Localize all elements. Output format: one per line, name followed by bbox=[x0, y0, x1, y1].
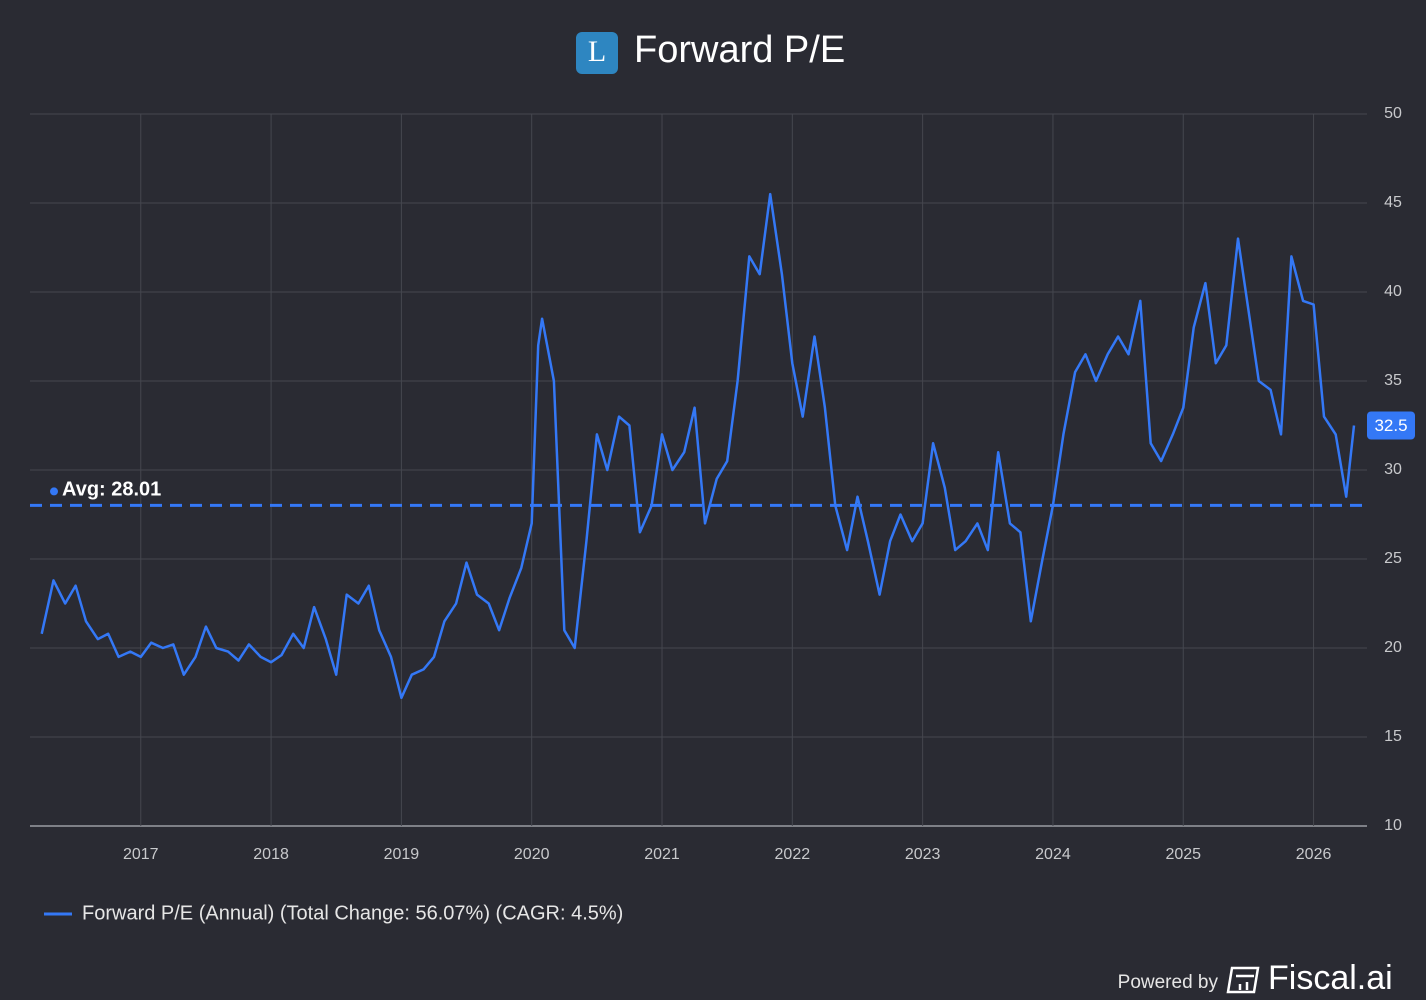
y-tick-label: 50 bbox=[1384, 105, 1402, 122]
x-tick-label: 2025 bbox=[1165, 846, 1201, 863]
y-tick-label: 15 bbox=[1384, 728, 1402, 745]
chart-title: Forward P/E bbox=[634, 29, 845, 71]
y-tick-label: 35 bbox=[1384, 372, 1402, 389]
y-tick-label: 25 bbox=[1384, 550, 1402, 567]
y-tick-label: 20 bbox=[1384, 639, 1402, 656]
logo bbox=[576, 32, 618, 74]
legend-label: Forward P/E (Annual) (Total Change: 56.0… bbox=[82, 902, 623, 924]
x-tick-label: 2018 bbox=[253, 846, 289, 863]
y-tick-label: 45 bbox=[1384, 194, 1402, 211]
x-tick-label: 2019 bbox=[384, 846, 420, 863]
x-tick-label: 2017 bbox=[123, 846, 159, 863]
powered-by: Powered by bbox=[1118, 972, 1219, 993]
x-tick-label: 2023 bbox=[905, 846, 941, 863]
brand-icon bbox=[1226, 966, 1260, 994]
logo-letter: L bbox=[588, 35, 606, 68]
last-value-label: 32.5 bbox=[1374, 416, 1407, 435]
y-tick-label: 40 bbox=[1384, 283, 1402, 300]
average-dot bbox=[50, 487, 58, 496]
x-tick-label: 2024 bbox=[1035, 846, 1071, 863]
average-label: Avg: 28.01 bbox=[62, 479, 161, 501]
y-tick-label: 30 bbox=[1384, 461, 1402, 478]
x-tick-label: 2026 bbox=[1296, 846, 1332, 863]
y-tick-label: 10 bbox=[1384, 817, 1402, 834]
brand: Fiscal.ai bbox=[1268, 959, 1393, 997]
x-tick-label: 2021 bbox=[644, 846, 680, 863]
x-tick-label: 2020 bbox=[514, 846, 550, 863]
last-value-badge bbox=[1367, 411, 1415, 440]
line bbox=[40, 192, 1356, 700]
x-tick-label: 2022 bbox=[775, 846, 811, 863]
